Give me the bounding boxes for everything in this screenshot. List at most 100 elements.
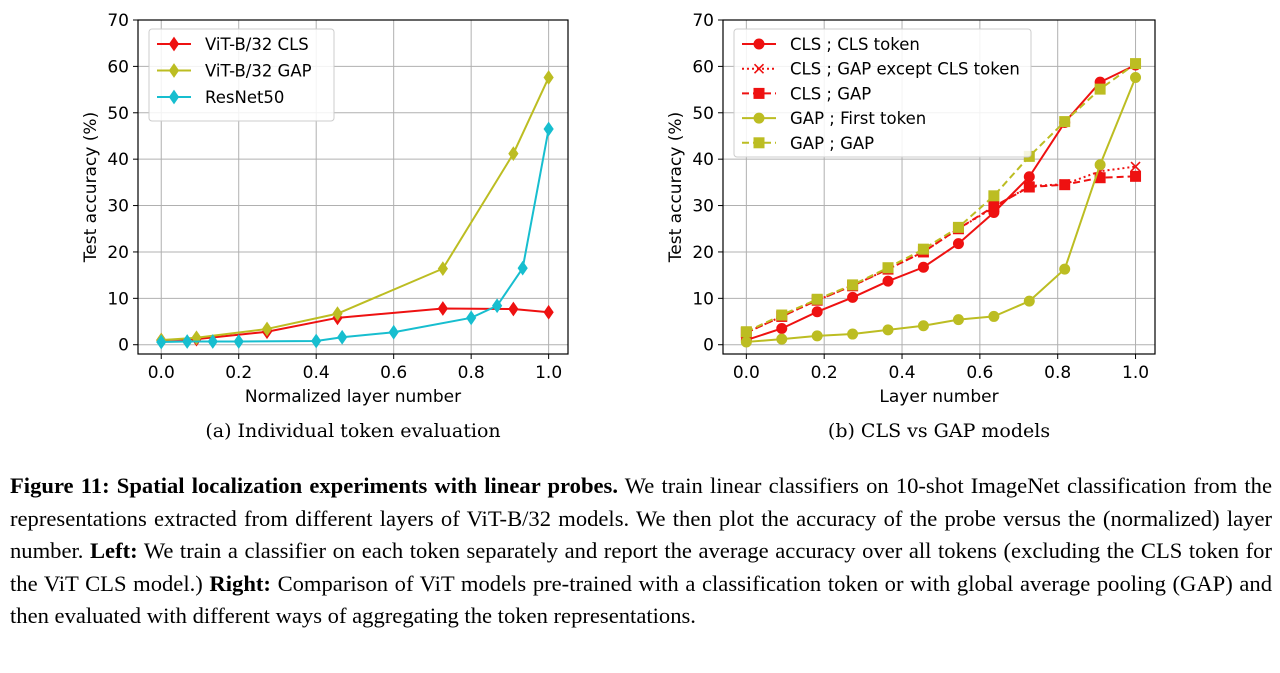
plot-frame (137, 19, 569, 355)
data-point (1094, 83, 1106, 95)
legend-entry-resnet50: ResNet50 (205, 88, 284, 107)
x-tick-label: 0.6 (966, 363, 993, 383)
y-axis-label: Test accuracy (%) (81, 112, 101, 263)
data-point (988, 200, 1000, 212)
y-tick-label: 50 (107, 104, 129, 124)
data-point (847, 328, 859, 340)
legend-marker-vit-b-32-cls (168, 36, 180, 52)
caption-right-label: Right: (209, 570, 271, 596)
x-tick-label: 0.0 (148, 363, 175, 383)
x-tick-label: 0.4 (889, 363, 916, 383)
x-tick-label: 0.4 (303, 363, 330, 383)
legend-marker-vit-b-32-gap (168, 63, 180, 78)
figure-caption: Figure 11: Spatial localization experime… (10, 470, 1272, 633)
legend-marker-gap-gap (753, 137, 765, 149)
data-point (1094, 159, 1106, 171)
data-point (917, 320, 929, 332)
data-point (261, 321, 273, 337)
data-point (491, 298, 503, 314)
y-tick-label: 30 (107, 197, 129, 217)
legend-marker-cls-gap (753, 87, 765, 99)
data-point (332, 306, 343, 322)
x-tick-label: 0.0 (733, 363, 760, 383)
data-point (740, 326, 752, 338)
legend-marker-resnet50 (168, 89, 180, 105)
y-tick-label: 30 (692, 197, 714, 217)
y-tick-label: 10 (107, 289, 129, 309)
y-tick-label: 70 (107, 11, 129, 31)
legend-marker-gap-first-token (753, 112, 765, 124)
data-point (508, 301, 519, 317)
y-tick-label: 40 (692, 150, 714, 170)
data-point (543, 70, 554, 85)
data-point (1059, 179, 1071, 191)
chart-individual-token-evaluation: 0.0 0.2 0.4 0.6 0.8 1.0 0 10 20 30 40 50 60 70 Normali… (81, 11, 569, 442)
data-point (543, 304, 554, 320)
data-point (466, 310, 477, 326)
series-cls-gap-except-cls-token (741, 161, 1141, 338)
data-point (952, 221, 964, 233)
x-tick-label: 0.6 (380, 363, 407, 383)
y-tick-label: 0 (703, 336, 714, 356)
series-line-resnet50 (161, 128, 550, 343)
x-axis-label: Layer number (879, 387, 998, 407)
x-tick-label: 0.2 (811, 363, 838, 383)
caption-text-part1: We train linear classifiers on 10-shot I… (10, 473, 1273, 563)
x-tick-label: 0.8 (1044, 363, 1071, 383)
data-point (1023, 171, 1035, 183)
legend-entry-gap-gap: GAP ; GAP (790, 134, 874, 153)
data-point (1130, 161, 1141, 172)
subcaption: (b) CLS vs GAP models (828, 420, 1050, 442)
x-tick-label: 0.8 (458, 363, 485, 383)
series-line-cls-gap-except-cls-token (745, 165, 1136, 334)
data-point (952, 238, 964, 250)
data-point (517, 260, 528, 276)
series-line-gap-first-token (746, 77, 1137, 343)
legend-marker-cls-cls-token (753, 38, 765, 50)
y-tick-label: 70 (692, 11, 714, 31)
caption-label: Figure 11: Spatial localization experime… (10, 473, 618, 498)
data-point (776, 322, 788, 334)
legend-entry-cls-gap-except-cls-token: CLS ; GAP except CLS token (790, 60, 1020, 79)
series-line-gap-gap (745, 62, 1137, 333)
data-point (917, 243, 929, 255)
data-point (847, 291, 859, 303)
data-point (1130, 72, 1142, 84)
legend-entry-cls-gap: CLS ; GAP (790, 84, 871, 103)
plot-frame (722, 19, 1156, 355)
data-point (811, 293, 823, 305)
data-point (437, 261, 448, 277)
legend-marker-cls-gap-except-cls-token (753, 63, 765, 74)
data-point (437, 301, 448, 316)
y-tick-label: 10 (692, 289, 714, 309)
data-point (988, 310, 1000, 322)
data-point (337, 329, 348, 345)
data-point (917, 261, 929, 273)
series-resnet50 (156, 121, 554, 350)
y-tick-label: 40 (107, 150, 129, 170)
data-point (1023, 295, 1035, 307)
data-point (882, 324, 894, 336)
data-point (1059, 116, 1071, 128)
data-point (233, 334, 244, 349)
series-gap-first-token (740, 72, 1142, 348)
legend-entry-vit-b-32-gap: ViT-B/32 GAP (205, 62, 312, 81)
x-tick-label: 1.0 (1122, 363, 1149, 383)
legend-box (733, 28, 1032, 158)
data-point (508, 146, 519, 161)
data-point (811, 306, 823, 318)
x-tick-label: 0.2 (225, 363, 252, 383)
legend-box (148, 28, 335, 122)
data-point (882, 275, 894, 287)
data-point (988, 190, 1000, 202)
data-point (1023, 181, 1035, 193)
chart-cls-vs-gap-models: 0.0 0.2 0.4 0.6 0.8 1.0 0 10 20 30 40 50 60 70 Layer n… (666, 11, 1156, 442)
caption-text-part2: We train a classifier on each token sepa… (10, 538, 1272, 596)
data-point (847, 279, 859, 291)
data-point (182, 334, 193, 349)
y-tick-label: 0 (118, 336, 129, 356)
series-line-cls-cls-token (746, 64, 1136, 342)
data-point (882, 262, 894, 274)
y-tick-label: 50 (692, 104, 714, 124)
data-point (156, 334, 167, 350)
